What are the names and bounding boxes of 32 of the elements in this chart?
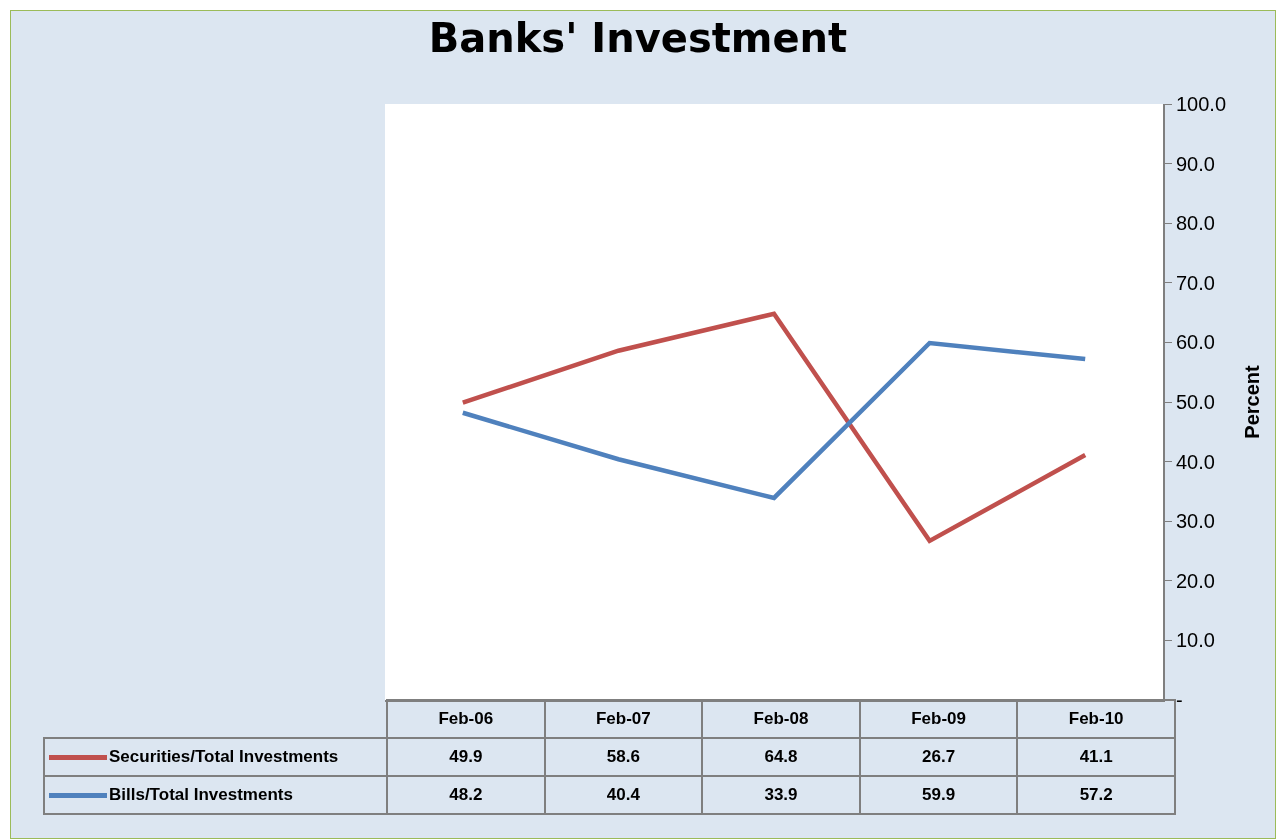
y-tick-label: 60.0 (1176, 331, 1215, 354)
x-tick-label: Feb-06 (387, 700, 545, 738)
y-tick-label: 100.0 (1176, 93, 1227, 115)
y-tick-label: - (1176, 689, 1183, 711)
x-tick-label: Feb-10 (1017, 700, 1175, 738)
y-axis-title: Percent (1241, 364, 1264, 439)
y-tick-label: 50.0 (1176, 391, 1215, 413)
legend-label: Bills/Total Investments (44, 776, 387, 814)
data-label: 58.6 (544, 738, 703, 776)
data-label: 48.2 (387, 776, 545, 814)
data-label: 33.9 (702, 776, 860, 814)
data-label: 57.2 (1017, 776, 1175, 814)
data-label: 40.4 (544, 776, 703, 814)
y-tick-label: 10.0 (1176, 629, 1215, 652)
data-label: 41.1 (1017, 738, 1175, 776)
y-tick-label: 40.0 (1176, 450, 1215, 473)
chart-title: Banks' Investment (428, 14, 848, 61)
y-tick-label: 90.0 (1176, 152, 1215, 175)
x-tick-label: Feb-09 (859, 700, 1018, 738)
line-series (460, 340, 1088, 501)
data-label: 49.9 (387, 738, 545, 776)
x-tick-label: Feb-08 (702, 700, 860, 738)
y-tick-label: 70.0 (1176, 271, 1215, 294)
line-series (460, 311, 1088, 544)
x-tick-label: Feb-07 (544, 700, 703, 738)
data-label: 26.7 (859, 738, 1018, 776)
data-label: 64.8 (702, 738, 860, 776)
legend-label: Securities/Total Investments (44, 738, 387, 776)
y-tick-label: 80.0 (1176, 212, 1215, 235)
y-tick-label: 30.0 (1176, 510, 1215, 533)
y-tick-label: 20.0 (1176, 569, 1215, 592)
data-label: 59.9 (859, 776, 1018, 814)
